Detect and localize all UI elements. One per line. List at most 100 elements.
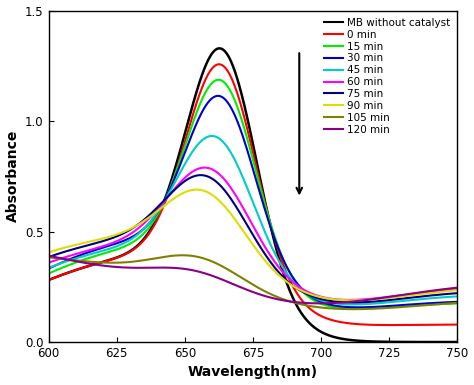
MB without catalyst (46, 278, 52, 282)
Legend: MB without catalyst, 0 min, 15 min, 30 min, 45 min, 60 min, 75 min, 90 min, 105 : MB without catalyst, 0 min, 15 min, 30 m… (322, 16, 452, 137)
15 min (455, 301, 460, 306)
0 min (455, 322, 460, 327)
MB without catalyst (231, 67, 237, 72)
90 min (287, 282, 293, 286)
120 min (118, 265, 124, 270)
Y-axis label: Absorbance: Absorbance (6, 130, 19, 223)
15 min (231, 97, 237, 101)
60 min (151, 211, 156, 216)
75 min (118, 232, 124, 237)
Line: 75 min: 75 min (49, 175, 457, 303)
75 min (231, 201, 237, 206)
45 min (46, 265, 52, 270)
75 min (151, 209, 156, 213)
45 min (319, 298, 325, 303)
0 min (354, 322, 360, 326)
Line: 90 min: 90 min (49, 190, 457, 300)
30 min (356, 305, 361, 310)
0 min (151, 224, 156, 229)
120 min (151, 265, 156, 270)
Line: 60 min: 60 min (49, 167, 457, 300)
Line: 30 min: 30 min (49, 96, 457, 307)
15 min (118, 246, 124, 250)
Line: 45 min: 45 min (49, 136, 457, 305)
75 min (319, 297, 325, 302)
120 min (287, 299, 292, 304)
30 min (118, 239, 124, 244)
75 min (287, 281, 293, 286)
Line: 0 min: 0 min (49, 64, 457, 325)
MB without catalyst (216, 46, 222, 51)
0 min (319, 314, 325, 319)
45 min (209, 134, 215, 138)
0 min (46, 278, 52, 282)
30 min (354, 305, 360, 310)
75 min (455, 291, 460, 295)
120 min (231, 282, 237, 286)
15 min (355, 306, 361, 311)
105 min (118, 260, 124, 265)
45 min (118, 242, 124, 247)
120 min (455, 285, 460, 290)
60 min (231, 191, 237, 195)
MB without catalyst (151, 222, 156, 226)
30 min (455, 300, 460, 304)
0 min (231, 82, 237, 87)
90 min (319, 295, 325, 300)
90 min (194, 187, 200, 192)
105 min (351, 307, 356, 311)
30 min (287, 271, 293, 275)
45 min (151, 215, 156, 219)
60 min (355, 297, 361, 302)
90 min (118, 231, 124, 235)
105 min (46, 255, 52, 259)
105 min (151, 256, 156, 261)
60 min (319, 295, 325, 300)
75 min (198, 173, 204, 177)
105 min (287, 299, 293, 304)
120 min (319, 301, 325, 306)
45 min (350, 302, 356, 307)
30 min (319, 300, 325, 305)
120 min (46, 253, 52, 258)
90 min (151, 212, 156, 216)
60 min (455, 287, 460, 291)
90 min (46, 250, 52, 254)
Line: 15 min: 15 min (49, 80, 457, 308)
45 min (355, 302, 361, 307)
75 min (46, 255, 52, 259)
60 min (202, 165, 208, 170)
0 min (388, 323, 394, 327)
MB without catalyst (319, 330, 325, 335)
30 min (231, 112, 237, 116)
75 min (349, 300, 355, 305)
Line: 120 min: 120 min (49, 256, 457, 303)
15 min (287, 271, 293, 276)
60 min (118, 237, 124, 242)
90 min (355, 298, 361, 303)
30 min (215, 94, 221, 98)
60 min (287, 277, 293, 282)
30 min (151, 216, 156, 220)
Line: MB without catalyst: MB without catalyst (49, 49, 457, 342)
45 min (231, 156, 237, 161)
60 min (46, 260, 52, 265)
105 min (231, 271, 237, 276)
45 min (287, 276, 293, 280)
120 min (354, 299, 360, 303)
0 min (118, 254, 124, 258)
15 min (216, 77, 221, 82)
Line: 105 min: 105 min (49, 255, 457, 309)
60 min (346, 298, 352, 302)
0 min (287, 279, 293, 283)
0 min (216, 62, 222, 67)
15 min (151, 219, 156, 223)
15 min (46, 271, 52, 276)
90 min (231, 216, 237, 221)
45 min (455, 294, 460, 299)
X-axis label: Wavelength(nm): Wavelength(nm) (188, 365, 318, 380)
MB without catalyst (287, 289, 293, 294)
90 min (455, 288, 460, 293)
MB without catalyst (455, 340, 460, 344)
MB without catalyst (118, 254, 124, 258)
